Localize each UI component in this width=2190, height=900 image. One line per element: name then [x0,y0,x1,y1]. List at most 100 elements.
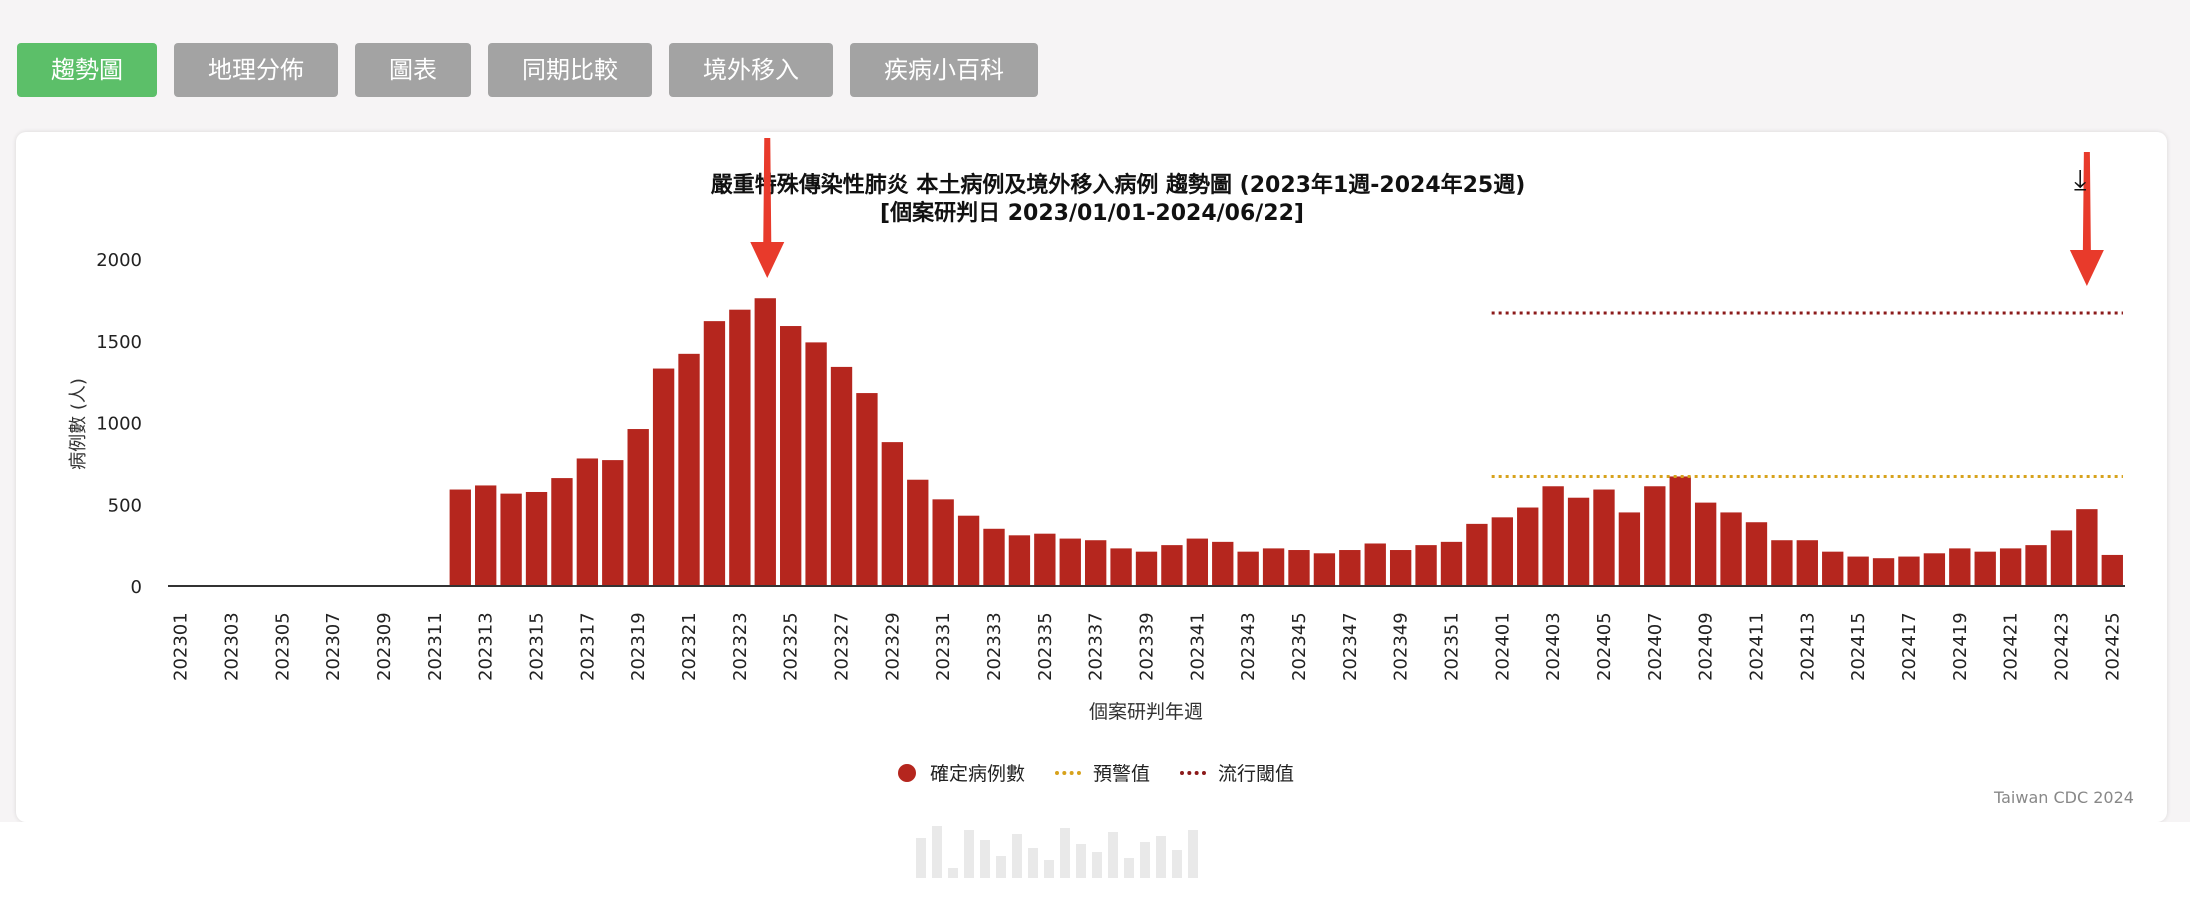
bar-202341 [1186,538,1209,586]
watermark-block [980,840,990,878]
x-tick-label: 202413 [1797,612,1818,681]
bar-202418 [1923,553,1946,586]
bar-202315 [525,491,548,586]
bar-202403 [1542,486,1564,586]
bar-202342 [1212,541,1234,586]
x-tick-label: 202425 [2102,612,2123,681]
x-tick-label: 202405 [1594,612,1615,681]
x-tick-label: 202325 [781,612,802,681]
watermark-block [1044,860,1054,878]
legend-item-cases[interactable]: 確定病例數 [898,759,1025,786]
watermark-block [1060,828,1070,878]
x-tick-label: 202317 [577,612,598,681]
watermark-block [1188,830,1198,878]
bar-202412 [1771,540,1793,586]
bar-202343 [1237,551,1259,586]
x-tick-label: 202331 [933,612,954,681]
bar-202321 [678,353,700,586]
bar-202312 [449,489,471,586]
tab-0[interactable]: 趨勢圖 [17,43,157,97]
x-tick-label: 202347 [1340,612,1361,681]
x-tick-label: 202321 [679,612,700,681]
chart-subtitle: [個案研判日 2023/01/01-2024/06/22] [880,200,1304,226]
chart-title: 嚴重特殊傳染性肺炎 本土病例及境外移入病例 趨勢圖 (2023年1週-2024年… [711,172,1526,198]
bar-202411 [1745,522,1768,586]
tab-5[interactable]: 疾病小百科 [850,43,1038,97]
bar-202334 [1008,535,1031,586]
legend-label-cases: 確定病例數 [930,763,1026,785]
watermark-block [996,856,1006,878]
bar-202316 [551,478,573,586]
x-tick-label: 202417 [1899,612,1920,681]
legend-marker-warning [1055,770,1082,775]
tab-bar: 趨勢圖 地理分佈 圖表 同期比較 境外移入 疾病小百科 [17,43,1038,97]
bar-202407 [1644,486,1666,586]
y-tick-label: 1000 [96,414,142,435]
y-tick-label: 2000 [96,250,142,271]
tab-3[interactable]: 同期比較 [488,43,652,97]
bar-202410 [1720,512,1742,586]
tab-4[interactable]: 境外移入 [669,43,833,97]
bar-202340 [1161,545,1183,586]
bar-202414 [1822,551,1844,586]
bar-202352 [1466,523,1488,586]
legend-label-epidemic: 流行閾值 [1218,763,1295,785]
tab-1[interactable]: 地理分佈 [174,43,338,97]
watermark-block [1124,858,1134,878]
bar-202408 [1669,476,1691,586]
bar-202425 [2101,554,2123,586]
watermark-block [1156,836,1166,878]
bar-202338 [1110,548,1132,586]
annotation-arrow-202324 [750,138,785,278]
x-tick-label: 202303 [222,612,243,681]
bar-202325 [780,326,802,586]
bar-202404 [1567,497,1590,586]
bar-202327 [830,366,853,586]
x-tick-label: 202311 [425,612,446,681]
bar-202351 [1440,541,1463,586]
x-tick-label: 202309 [374,612,395,681]
x-tick-label: 202343 [1238,612,1259,681]
y-tick-label: 500 [108,495,142,516]
bar-202402 [1517,507,1539,586]
threshold-lines [1491,311,2123,478]
x-tick-label: 202319 [628,612,649,681]
bar-202409 [1694,502,1717,586]
x-tick-label: 202401 [1492,612,1513,681]
bar-202424 [2076,509,2098,586]
bar-202339 [1135,551,1158,586]
download-icon[interactable]: ⤓ [2074,163,2087,196]
watermark-block [948,868,958,878]
bar-202313 [475,485,497,586]
legend-item-epidemic[interactable]: 流行閾值 [1180,759,1294,786]
x-axis-label: 個案研判年週 [1089,701,1203,723]
bar-202329 [881,442,904,586]
bar-202337 [1084,540,1107,586]
bar-202417 [1898,556,1920,586]
x-tick-label: 202419 [1950,612,1971,681]
watermark-block [1012,834,1022,878]
bar-202320 [652,368,675,586]
tab-2[interactable]: 圖表 [355,43,471,97]
bar-202350 [1415,545,1437,586]
x-tick-label: 202335 [1035,612,1056,681]
y-tick-label: 1500 [96,332,142,353]
legend-item-warning[interactable]: 預警值 [1055,759,1150,786]
x-tick-label: 202345 [1289,612,1310,681]
watermark-block [1140,842,1150,878]
bar-202347 [1339,550,1361,586]
x-tick-label: 202349 [1391,612,1412,681]
bars [449,298,2123,586]
credit-text: Taiwan CDC 2024 [1994,788,2134,807]
bar-202345 [1288,550,1310,586]
x-tick-label: 202323 [730,612,751,681]
x-tick-label: 202329 [882,612,903,681]
annotation-arrow-202424 [2069,152,2104,286]
bar-202335 [1034,533,1056,586]
x-tick-label: 202313 [476,612,497,681]
bar-202406 [1618,512,1641,586]
x-tick-label: 202333 [984,612,1005,681]
bar-202317 [576,458,599,586]
x-axis-ticks: 202301 202303 202305 202307 202309 202311 2023… [171,612,2124,681]
